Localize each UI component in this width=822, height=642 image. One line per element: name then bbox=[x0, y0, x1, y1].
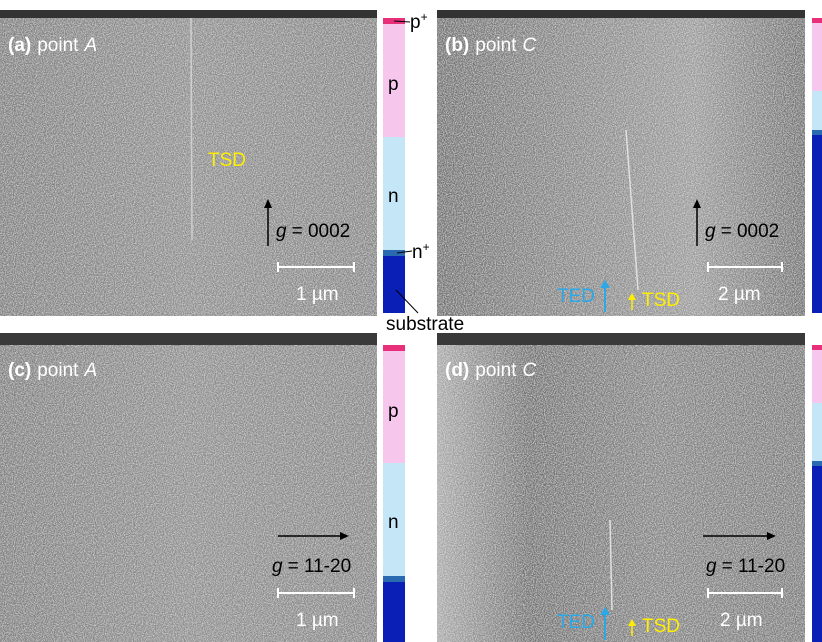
scale-label: 2 µm bbox=[720, 610, 763, 631]
scale-label: 1 µm bbox=[296, 284, 339, 305]
image-c bbox=[0, 333, 377, 642]
leader-line bbox=[396, 250, 413, 254]
g-value: = 11-20 bbox=[722, 556, 786, 577]
label-p: p bbox=[388, 401, 399, 422]
g-arrowhead bbox=[264, 199, 272, 208]
tsd-arrowhead bbox=[628, 619, 636, 626]
panel-tag: (c) bbox=[8, 360, 31, 381]
g-vector: g = 0002 bbox=[705, 221, 779, 242]
layer-p bbox=[383, 24, 405, 137]
g-symbol: g bbox=[705, 221, 716, 242]
surface-band bbox=[437, 333, 805, 345]
layer-n bbox=[383, 137, 405, 250]
layer-substrate bbox=[383, 256, 405, 313]
layer-bars bbox=[383, 18, 822, 642]
tsd-line bbox=[609, 519, 613, 611]
layer-substrate bbox=[383, 582, 405, 642]
g-value: = 0002 bbox=[721, 221, 780, 242]
point-site: A bbox=[83, 35, 97, 56]
layer-n-plus bbox=[383, 250, 405, 256]
g-symbol: g bbox=[276, 221, 287, 242]
g-value: = 11-20 bbox=[288, 556, 352, 577]
layer-labels: p+ p n n+ substrate p n bbox=[386, 10, 464, 533]
layer-substrate bbox=[812, 135, 822, 313]
tsd-label: TSD bbox=[642, 290, 680, 311]
g-vector: g = 11-20 bbox=[272, 556, 351, 577]
image-a bbox=[0, 10, 377, 316]
ted-label: TED bbox=[557, 612, 595, 633]
g-arrowhead bbox=[767, 532, 776, 540]
surface-band bbox=[437, 10, 805, 18]
layer-n bbox=[812, 91, 822, 130]
surface-band bbox=[0, 10, 377, 18]
ted-arrowhead bbox=[600, 607, 610, 615]
layer-substrate bbox=[812, 466, 822, 642]
image-b bbox=[437, 10, 805, 316]
label-n: n bbox=[388, 512, 399, 533]
label-p-plus: p+ bbox=[410, 10, 428, 33]
layer-n bbox=[812, 403, 822, 461]
g-value: = 0002 bbox=[292, 221, 351, 242]
g-symbol: g bbox=[706, 556, 717, 577]
leader-line bbox=[393, 20, 411, 23]
layer-n-plus bbox=[812, 130, 822, 135]
micrograph-images bbox=[0, 10, 805, 642]
g-symbol: g bbox=[272, 556, 283, 577]
tsd-label: TSD bbox=[642, 616, 680, 637]
surface-band bbox=[0, 333, 377, 345]
point-site: C bbox=[522, 35, 536, 56]
panel-tag: (b) bbox=[445, 35, 469, 56]
image-d bbox=[437, 333, 805, 642]
point-word: point bbox=[37, 360, 79, 381]
panel-title: (a) point A bbox=[8, 35, 97, 56]
g-vector: g = 0002 bbox=[276, 221, 350, 242]
point-site: C bbox=[522, 360, 536, 381]
panel-c: (c) point A g = 11-20 1 µm bbox=[8, 360, 355, 631]
leader-line bbox=[395, 289, 419, 314]
panel-a: (a) point A TSD g = 0002 1 µm bbox=[8, 35, 355, 305]
label-sup: + bbox=[421, 10, 428, 24]
panel-title: (d) point C bbox=[445, 360, 536, 381]
label-substrate: substrate bbox=[386, 314, 464, 335]
scale-label: 2 µm bbox=[718, 284, 761, 305]
panel-title: (b) point C bbox=[445, 35, 536, 56]
point-site: A bbox=[83, 360, 97, 381]
ted-arrowhead bbox=[600, 280, 610, 288]
layer-n-plus bbox=[383, 576, 405, 582]
layer-p bbox=[812, 350, 822, 403]
panel-tag: (d) bbox=[445, 360, 469, 381]
label-sup: + bbox=[423, 240, 430, 254]
point-word: point bbox=[37, 35, 79, 56]
panel-b: (b) point C TED TSD g = 0002 2 µm bbox=[445, 35, 783, 312]
label-base: p bbox=[410, 12, 421, 33]
layer-n-plus bbox=[812, 461, 822, 466]
label-base: n bbox=[412, 242, 423, 263]
tsd-line bbox=[625, 129, 639, 291]
tsd-label: TSD bbox=[208, 150, 246, 171]
layer-p bbox=[812, 23, 822, 91]
panel-tag: (a) bbox=[8, 35, 31, 56]
layer-p-plus bbox=[383, 345, 405, 351]
tsd-line bbox=[190, 17, 193, 241]
g-arrowhead bbox=[693, 199, 701, 208]
tsd-arrowhead bbox=[628, 293, 636, 300]
panel-title: (c) point A bbox=[8, 360, 97, 381]
point-word: point bbox=[475, 360, 517, 381]
g-arrowhead bbox=[340, 532, 349, 540]
label-n: n bbox=[388, 186, 399, 207]
label-n-plus: n+ bbox=[412, 240, 430, 263]
layer-p-plus bbox=[812, 345, 822, 350]
point-word: point bbox=[475, 35, 517, 56]
layer-n bbox=[383, 463, 405, 576]
label-p: p bbox=[388, 74, 399, 95]
panel-d: (d) point C TED TSD g = 11-20 2 µm bbox=[445, 360, 785, 640]
scale-label: 1 µm bbox=[296, 610, 339, 631]
ted-label: TED bbox=[557, 286, 595, 307]
g-vector: g = 11-20 bbox=[706, 556, 785, 577]
layer-p-plus bbox=[812, 18, 822, 23]
layer-p bbox=[383, 351, 405, 463]
